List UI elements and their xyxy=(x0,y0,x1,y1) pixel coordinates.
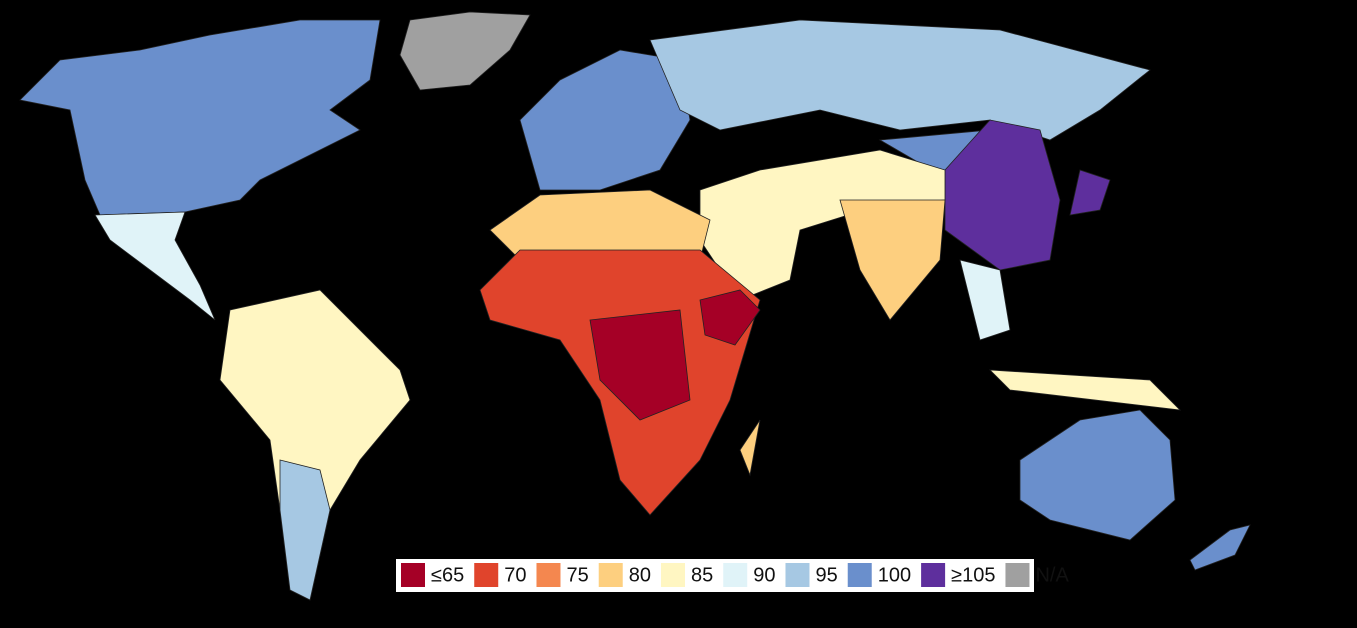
legend-label: ≤65 xyxy=(431,564,464,586)
legend-label: 100 xyxy=(878,564,911,586)
india xyxy=(839,199,946,321)
regions xyxy=(19,11,1251,601)
legend-swatch xyxy=(474,563,499,587)
legend-label: 90 xyxy=(753,564,775,586)
north-america xyxy=(19,19,381,216)
legend-swatch xyxy=(921,563,946,587)
legend-label: 80 xyxy=(629,564,651,586)
legend-swatch xyxy=(660,563,685,587)
legend-swatch xyxy=(1005,563,1030,587)
legend-label: 95 xyxy=(815,564,837,586)
legend-swatch xyxy=(401,563,425,587)
madagascar xyxy=(739,419,761,477)
legend-swatch xyxy=(847,563,872,587)
mexico xyxy=(94,211,216,321)
legend-swatch xyxy=(598,563,623,587)
japan xyxy=(1069,169,1111,216)
legend-swatch xyxy=(723,563,748,587)
legend-label: ≥105 xyxy=(951,564,995,586)
legend-label: 70 xyxy=(504,564,526,586)
legend-label: 85 xyxy=(691,564,713,586)
ethiopia xyxy=(699,289,761,346)
legend-label: 75 xyxy=(566,564,588,586)
indonesia xyxy=(988,369,1182,411)
legend-swatch xyxy=(785,563,810,587)
southeast-asia xyxy=(959,259,1011,341)
legend: ≤65 70 75 80 85 90 95 100 ≥105 N/A xyxy=(396,559,1069,592)
australia xyxy=(1019,409,1176,541)
central-africa xyxy=(589,309,691,421)
southern-cone xyxy=(279,459,331,601)
new-zealand xyxy=(1189,524,1251,571)
china xyxy=(944,119,1061,271)
greenland xyxy=(399,11,531,91)
europe xyxy=(519,49,691,191)
legend-swatch xyxy=(536,563,561,587)
legend-label: N/A xyxy=(1035,564,1069,586)
